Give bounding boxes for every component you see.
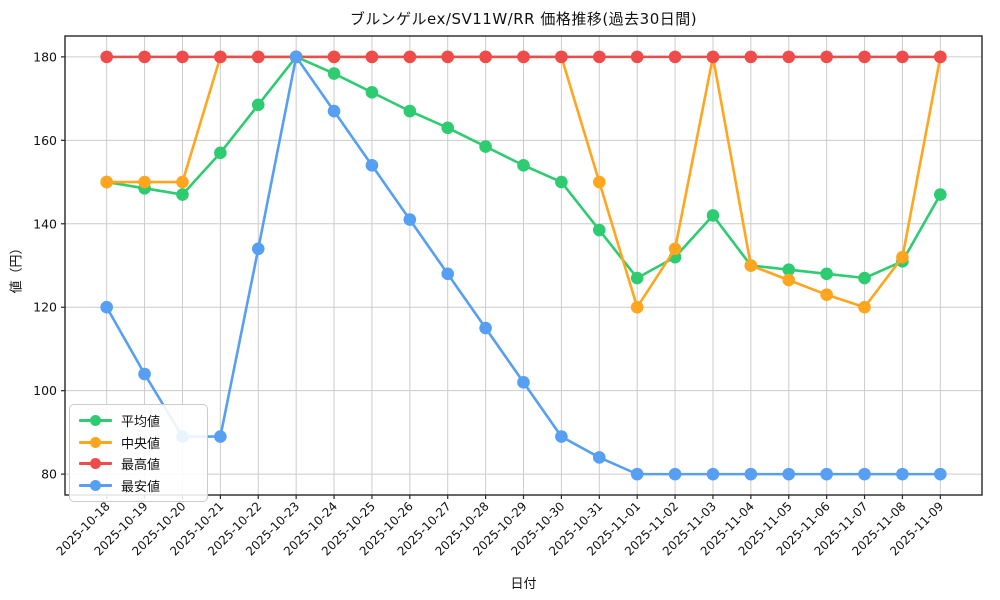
data-point: [744, 467, 758, 481]
data-point: [782, 50, 796, 64]
data-point: [820, 267, 833, 281]
data-point: [251, 50, 265, 64]
data-point: [251, 242, 265, 256]
data-point: [138, 367, 151, 381]
series-group: [100, 50, 947, 481]
data-point: [934, 50, 947, 64]
data-point: [365, 86, 379, 99]
data-point: [138, 175, 151, 189]
y-tick-label: 100: [33, 383, 57, 398]
data-point: [858, 271, 871, 285]
data-point: [630, 50, 644, 64]
data-point: [214, 50, 227, 64]
x-axis-label: 日付: [510, 577, 537, 592]
data-point: [365, 50, 379, 64]
legend-marker-icon: [79, 457, 112, 470]
data-point: [176, 50, 189, 64]
data-point: [896, 50, 909, 64]
data-point: [592, 50, 606, 64]
data-point: [782, 467, 796, 481]
data-point: [555, 430, 568, 443]
legend-label: 中央値: [121, 436, 161, 452]
series-最高値: [100, 50, 947, 64]
data-point: [327, 50, 341, 64]
data-point: [706, 209, 720, 222]
y-tick-label: 140: [33, 216, 57, 231]
data-point: [517, 159, 530, 172]
data-point: [858, 50, 871, 64]
data-point: [630, 271, 644, 285]
chart-title: ブルンゲルex/SV11W/RR 価格推移(過去30日間): [349, 10, 698, 28]
data-point: [327, 67, 341, 80]
data-point: [896, 467, 909, 481]
data-point: [517, 376, 530, 389]
data-point: [934, 188, 947, 201]
data-point: [592, 451, 606, 464]
data-point: [100, 175, 113, 189]
data-point: [441, 121, 455, 135]
plot-border: [64, 35, 983, 496]
data-point: [138, 50, 151, 64]
data-point: [630, 300, 644, 314]
data-point: [100, 50, 113, 64]
data-point: [441, 50, 455, 64]
data-point: [706, 50, 720, 64]
data-point: [479, 140, 492, 153]
data-point: [896, 250, 909, 264]
data-point: [668, 242, 682, 256]
data-point: [365, 159, 379, 172]
data-point: [214, 146, 227, 160]
legend-item-中央値: 中央値: [79, 432, 198, 454]
data-point: [820, 50, 833, 64]
data-point: [403, 50, 417, 64]
data-point: [555, 50, 568, 64]
data-point: [479, 321, 492, 335]
data-point: [403, 104, 417, 118]
data-point: [744, 50, 758, 64]
data-point: [176, 175, 189, 189]
data-point: [820, 288, 833, 302]
legend-label: 最高値: [121, 458, 161, 474]
data-point: [706, 467, 720, 481]
data-point: [782, 273, 796, 287]
data-point: [858, 467, 871, 481]
data-point: [934, 467, 947, 481]
data-point: [858, 300, 871, 314]
y-axis-label: 値（円）: [9, 241, 25, 294]
legend-item-最安値: 最安値: [79, 475, 198, 497]
data-point: [327, 104, 341, 118]
y-tick-label: 160: [33, 133, 57, 148]
data-point: [782, 263, 796, 276]
legend-label: 平均値: [121, 415, 161, 431]
data-point: [820, 467, 833, 481]
legend-marker-icon: [79, 436, 112, 449]
data-point: [517, 50, 530, 64]
legend-label: 最安値: [121, 479, 161, 495]
legend-item-平均値: 平均値: [79, 410, 198, 432]
data-point: [630, 467, 644, 481]
data-point: [744, 259, 758, 272]
y-tick-label: 120: [33, 300, 57, 315]
legend: 平均値中央値最高値最安値: [69, 404, 208, 502]
data-point: [251, 98, 265, 112]
data-point: [289, 50, 303, 64]
data-point: [592, 223, 606, 237]
data-point: [441, 267, 455, 281]
legend-marker-icon: [79, 479, 112, 492]
legend-item-最高値: 最高値: [79, 453, 198, 475]
legend-marker-icon: [79, 414, 112, 427]
data-point: [668, 50, 682, 64]
data-point: [555, 175, 568, 189]
data-point: [668, 467, 682, 481]
data-point: [176, 188, 189, 201]
y-tick-label: 80: [41, 467, 57, 482]
data-point: [403, 213, 417, 226]
data-point: [214, 430, 227, 443]
data-point: [100, 300, 113, 314]
data-point: [479, 50, 492, 64]
data-point: [592, 175, 606, 189]
y-tick-label: 180: [33, 49, 57, 64]
